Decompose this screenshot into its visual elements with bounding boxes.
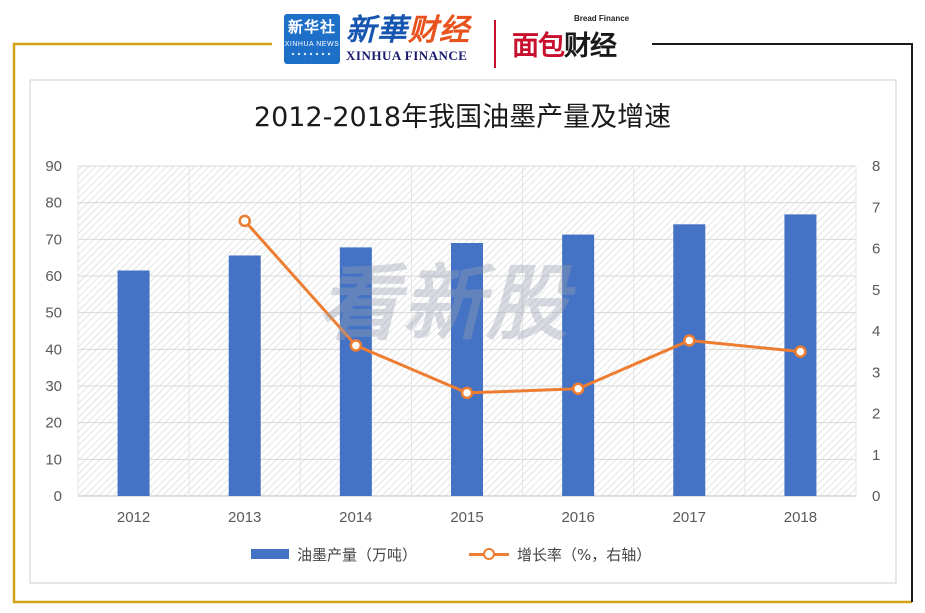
- xinhua-news-logo-subtext: XINHUA NEWS: [284, 41, 340, 48]
- y-left-tick-label: 90: [45, 158, 62, 175]
- network-dots-icon: [290, 51, 334, 59]
- bread-finance-logo-text-a: 面包: [512, 31, 565, 62]
- y-left-tick-label: 30: [45, 378, 62, 395]
- bar-2015: [451, 243, 483, 496]
- xinhua-news-logo: 新华社 XINHUA NEWS: [284, 14, 340, 64]
- y-axis-right: 0 1 2 3 4 5 6 7 8: [872, 158, 880, 505]
- legend-item-production: 油墨产量（万吨）: [251, 542, 417, 566]
- bar-2017: [673, 224, 706, 497]
- y-right-tick-label: 6: [872, 241, 880, 258]
- growth-line: [243, 219, 801, 395]
- x-tick-label: 2015: [450, 509, 483, 526]
- legend-item-growth: 增长率（%，右轴）: [469, 542, 651, 566]
- y-left-tick-label: 80: [45, 195, 62, 212]
- xinhua-finance-logo-subtext: XINHUA FINANCE: [346, 48, 468, 63]
- line-series: [238, 214, 807, 400]
- x-axis: 2012 2013 2014 2015 2016 2017 2018: [117, 509, 817, 526]
- y-left-tick-label: 10: [45, 451, 62, 468]
- x-tick-label: 2016: [561, 509, 594, 526]
- y-left-tick-label: 40: [45, 341, 62, 358]
- logo-divider: [494, 20, 496, 68]
- y-left-tick-label: 50: [45, 305, 62, 322]
- bread-finance-logo: Bread Finance 面包财经: [512, 14, 640, 66]
- x-tick-label: 2012: [117, 509, 150, 526]
- frame-dark-border: [652, 43, 913, 602]
- bar-2014: [339, 247, 372, 496]
- frame-gold-border: [12, 42, 912, 604]
- x-tick-label: 2018: [784, 509, 817, 526]
- y-right-tick-label: 1: [872, 447, 880, 464]
- x-tick-label: 2017: [673, 509, 706, 526]
- bread-finance-logo-text-b: 财经: [564, 31, 617, 62]
- x-tick-label: 2014: [339, 509, 372, 526]
- x-tick-label: 2013: [228, 509, 261, 526]
- y-left-tick-label: 0: [54, 488, 62, 505]
- y-right-tick-label: 7: [872, 199, 880, 216]
- xinhua-finance-logo-text-b: 财经: [408, 13, 470, 48]
- legend-label-production: 油墨产量（万吨）: [297, 545, 418, 564]
- bar-2012: [117, 270, 150, 496]
- growth-point-2013: [238, 214, 251, 228]
- legend-label-growth: 增长率（%，右轴）: [517, 545, 652, 564]
- y-right-tick-label: 5: [872, 282, 880, 299]
- xinhua-finance-logo-text-a: 新華: [346, 13, 408, 48]
- growth-point-2015: [460, 386, 474, 400]
- bar-2013: [228, 255, 261, 496]
- y-right-tick-label: 3: [872, 364, 880, 381]
- xinhua-finance-logo: 新華财经 XINHUA FINANCE: [346, 14, 478, 66]
- y-axis-left: 0 10 20 30 40 50 60 70 80 90: [45, 158, 62, 505]
- y-right-tick-label: 2: [872, 406, 880, 423]
- growth-point-2014: [349, 339, 363, 352]
- legend-bar-swatch-icon: [251, 549, 289, 559]
- y-right-tick-label: 8: [872, 158, 880, 175]
- y-left-tick-label: 70: [45, 231, 62, 248]
- chart-title: 2012-2018年我国油墨产量及增速: [253, 102, 672, 133]
- bar-2016: [562, 234, 595, 497]
- growth-point-2018: [794, 345, 807, 358]
- y-left-tick-label: 60: [45, 268, 62, 285]
- y-left-tick-label: 20: [45, 415, 62, 432]
- watermark: 看新股: [318, 257, 570, 352]
- growth-point-2016: [571, 382, 585, 395]
- y-right-tick-label: 0: [872, 488, 880, 505]
- y-right-tick-label: 4: [872, 323, 880, 340]
- bread-finance-logo-subtext: Bread Finance: [574, 14, 630, 23]
- growth-point-2017: [683, 334, 696, 347]
- xinhua-news-logo-text: 新华社: [287, 18, 336, 36]
- legend-line-swatch-icon: [469, 548, 509, 560]
